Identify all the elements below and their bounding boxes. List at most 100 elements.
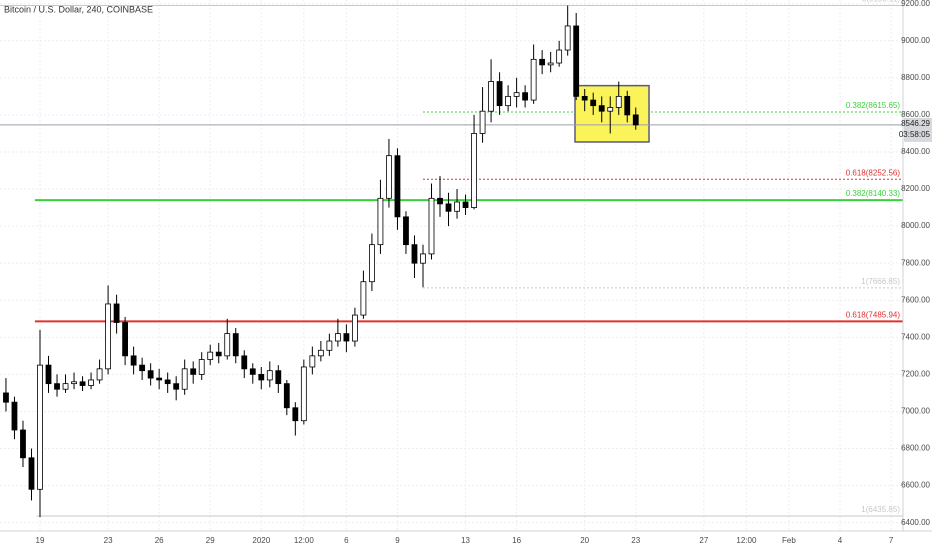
candle-body — [428, 197, 435, 255]
y-tick-label: 7200.00 — [901, 369, 930, 378]
candle-body — [266, 370, 273, 381]
x-tick-label: 12:00 — [294, 536, 315, 545]
candle-body — [522, 92, 529, 101]
x-tick-label: Feb — [782, 536, 796, 545]
candle-body — [505, 95, 511, 107]
x-tick-label: 2020 — [252, 536, 270, 545]
x-tick-label: 20 — [580, 536, 589, 545]
candle-body — [471, 133, 477, 208]
y-tick-label: 8800.00 — [901, 73, 930, 82]
candle-body — [190, 368, 197, 375]
candle-body — [139, 364, 146, 372]
candle-body — [326, 340, 333, 351]
highlight-box — [574, 84, 650, 143]
candle-body — [45, 364, 52, 385]
candle-body — [181, 368, 188, 390]
level-label: 1(7666.85) — [861, 277, 900, 286]
candle-body — [300, 366, 307, 422]
candle-body — [164, 379, 171, 385]
candle-body — [215, 351, 222, 357]
level-label: 0.618(7485.94) — [846, 311, 901, 320]
candle-body — [147, 370, 154, 379]
candle-body — [309, 355, 316, 368]
candle-body — [411, 244, 418, 264]
y-tick-label: 8000.00 — [901, 221, 930, 230]
levels: 0(9190.11) 0.382(8615.65) 0.618(8252.56) 0.… — [0, 0, 903, 517]
candle-body — [241, 355, 248, 370]
candle-body — [547, 62, 554, 66]
x-tick-label: 23 — [104, 536, 113, 545]
y-tick-label: 7600.00 — [901, 295, 930, 304]
candle-body — [54, 383, 60, 390]
candles — [3, 5, 639, 518]
candle-body — [454, 201, 460, 212]
candle-body — [445, 203, 452, 212]
candle-body — [513, 92, 520, 97]
candle-body — [598, 105, 605, 112]
candle-body — [530, 58, 537, 101]
candle-body — [462, 201, 469, 208]
candle-body — [198, 359, 205, 375]
candle-body — [624, 95, 631, 116]
candle-body — [122, 322, 129, 357]
level-label: 0.382(8615.65) — [846, 101, 901, 110]
y-tick-label: 9200.00 — [901, 0, 930, 8]
y-tick-label: 8400.00 — [901, 147, 930, 156]
x-tick-label: 7 — [889, 536, 894, 545]
level-label: 0.382(8140.33) — [846, 189, 901, 198]
level-label: 0.618(8252.56) — [846, 168, 901, 177]
candle-body — [369, 244, 375, 283]
candle-body — [352, 314, 358, 342]
candle-body — [249, 368, 256, 375]
axes: 6400.00 6600.00 6800.00 7000.00 7200.00 7400.… — [36, 0, 932, 545]
candle-body — [539, 58, 546, 66]
candle-body — [292, 407, 299, 422]
last-price-badge — [904, 117, 932, 142]
y-tick-label: 6600.00 — [901, 481, 930, 490]
y-tick-label: 9000.00 — [901, 36, 930, 45]
candle-body — [632, 114, 639, 126]
level-label: 0(9190.11) — [862, 0, 900, 4]
candle-body — [3, 392, 9, 403]
candle-body — [394, 155, 401, 218]
y-tick-label: 8600.00 — [901, 110, 930, 119]
y-tick-label: 6800.00 — [901, 444, 930, 453]
chart-title: Bitcoin / U.S. Dollar, 240, COINBASE — [4, 4, 153, 14]
candle-body — [496, 81, 503, 107]
candle-body — [360, 281, 367, 316]
candle-body — [437, 197, 443, 205]
candle-body — [564, 25, 571, 51]
x-tick-label: 27 — [699, 536, 708, 545]
candle-body — [573, 25, 580, 97]
y-tick-label: 7800.00 — [901, 258, 930, 267]
candle-body — [275, 370, 282, 385]
candle-body — [283, 383, 290, 409]
candle-body — [62, 383, 69, 390]
candle-body — [207, 351, 214, 360]
candle-body — [96, 368, 103, 381]
x-tick-label: 23 — [631, 536, 640, 545]
candle-body — [71, 381, 77, 385]
candle-body — [88, 379, 94, 386]
candle-body — [343, 333, 350, 342]
candle-body — [334, 333, 341, 342]
candle-body — [386, 155, 392, 199]
x-tick-label: 4 — [838, 536, 843, 545]
candle-body — [420, 253, 426, 264]
candle-body — [590, 99, 597, 107]
candle-body — [258, 373, 265, 381]
y-tick-label: 8200.00 — [901, 184, 930, 193]
candle-body — [232, 333, 239, 357]
candle-body — [105, 303, 111, 370]
candle-body — [615, 95, 622, 108]
candle-body — [581, 95, 588, 101]
candle-body — [28, 457, 35, 490]
candle-body — [130, 355, 137, 366]
x-tick-label: 12:00 — [736, 536, 757, 545]
x-tick-label: 13 — [461, 536, 470, 545]
candle-body — [317, 349, 324, 357]
candle-body — [556, 49, 563, 64]
x-tick-label: 6 — [344, 536, 349, 545]
x-tick-label: 19 — [36, 536, 45, 545]
